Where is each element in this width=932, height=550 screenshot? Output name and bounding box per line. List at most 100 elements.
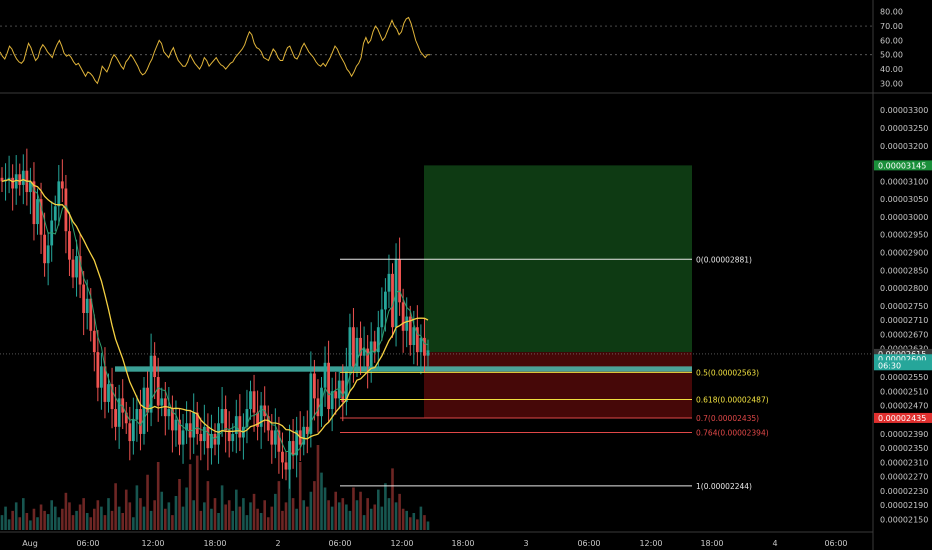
volume-bar <box>181 506 185 530</box>
candle-body <box>224 409 228 431</box>
candle-body <box>387 273 391 292</box>
price-tick-label: 0.00002850 <box>880 266 928 275</box>
candle-body <box>412 327 416 346</box>
support-zone <box>115 366 692 372</box>
candle-body <box>167 409 171 417</box>
volume-bar <box>167 502 171 530</box>
candle-body <box>181 430 185 445</box>
volume-bar <box>171 515 174 530</box>
volume-bar <box>373 504 377 530</box>
candle-body <box>0 177 4 182</box>
price-tick-label: 0.00002150 <box>880 515 928 524</box>
volume-bar <box>195 455 199 530</box>
osc-tick-label: 40.00 <box>880 65 903 74</box>
volume-bar <box>405 510 408 530</box>
candle-body <box>29 181 32 193</box>
volume-bar <box>306 506 309 530</box>
volume-bar <box>408 517 412 530</box>
volume-bar <box>85 513 89 530</box>
volume-bar <box>231 510 235 530</box>
price-tick-label: 0.00002510 <box>880 387 928 396</box>
candle-body <box>220 409 224 424</box>
candle-body <box>295 430 299 456</box>
candle-body <box>391 273 394 328</box>
candle-body <box>11 177 15 189</box>
volume-bar <box>107 498 110 530</box>
candle-body <box>316 398 320 417</box>
volume-bar <box>93 508 96 530</box>
time-tick-label: 18:00 <box>700 539 723 548</box>
candle-body <box>163 398 167 417</box>
volume-bar <box>249 502 252 530</box>
volume-bar <box>426 521 430 530</box>
volume-bar <box>142 506 146 530</box>
volume-bar <box>412 513 416 530</box>
time-tick-label: 12:00 <box>141 539 164 548</box>
volume-bar <box>337 502 341 530</box>
volume-bar <box>36 517 39 530</box>
price-tag-label: 0.00003145 <box>878 161 926 170</box>
candle-body <box>252 391 256 413</box>
candle-body <box>18 174 22 185</box>
osc-tick-label: 60.00 <box>880 36 903 45</box>
volume-bar <box>110 510 114 530</box>
candle-body <box>266 416 270 431</box>
candle-body <box>142 387 146 434</box>
candle-body <box>103 366 107 402</box>
volume-bar <box>291 498 295 530</box>
volume-bar <box>0 515 4 530</box>
volume-bar <box>174 496 178 530</box>
slow-moving-average <box>1 178 429 440</box>
candle-body <box>334 391 338 399</box>
candle-body <box>259 405 263 427</box>
candle-body <box>256 412 259 427</box>
candle-body <box>284 462 288 470</box>
volume-bar <box>22 498 25 530</box>
candle-body <box>376 327 380 353</box>
candle-body <box>100 366 103 388</box>
volume-bar <box>25 513 29 530</box>
candle-body <box>313 373 316 399</box>
volume-bar <box>96 500 100 530</box>
candle-body <box>156 377 160 406</box>
volume-bar <box>377 489 380 530</box>
candle-body <box>21 170 25 185</box>
candle-body <box>202 426 206 442</box>
osc-tick-label: 80.00 <box>880 8 903 17</box>
volume-bar <box>366 498 369 530</box>
volume-bar <box>277 481 281 530</box>
volume-bar <box>199 510 203 530</box>
time-tick-label: 12:00 <box>390 539 413 548</box>
candle-body <box>426 350 430 356</box>
candle-body <box>210 433 213 449</box>
candle-body <box>234 416 238 434</box>
candle-body <box>270 430 274 445</box>
volume-bar <box>39 504 43 530</box>
candle-body <box>245 409 249 427</box>
candle-body <box>281 451 284 463</box>
volume-bar <box>256 508 259 530</box>
position-stop-zone <box>424 352 692 418</box>
volume-bar <box>53 506 57 530</box>
volume-bar <box>4 506 7 530</box>
volume-bar <box>82 498 85 530</box>
fib-level-label: 0.618(0.00002487) <box>696 395 769 404</box>
volume-bar <box>295 508 298 530</box>
candle-body <box>131 419 135 442</box>
candle-body <box>359 337 362 356</box>
volume-bar <box>114 483 117 530</box>
candle-body <box>153 355 157 378</box>
candle-body <box>362 348 366 356</box>
candle-body <box>305 426 309 434</box>
price-tick-label: 0.00002230 <box>880 487 928 496</box>
volume-bar <box>43 510 46 530</box>
time-tick-label: 12:00 <box>639 539 662 548</box>
time-tick-label: 18:00 <box>203 539 226 548</box>
candle-body <box>7 177 11 180</box>
candle-body <box>71 259 75 278</box>
candle-body <box>327 362 330 410</box>
price-tag-background <box>874 354 932 365</box>
price-tick-label: 0.00003300 <box>880 106 928 115</box>
candle-body <box>117 398 121 427</box>
